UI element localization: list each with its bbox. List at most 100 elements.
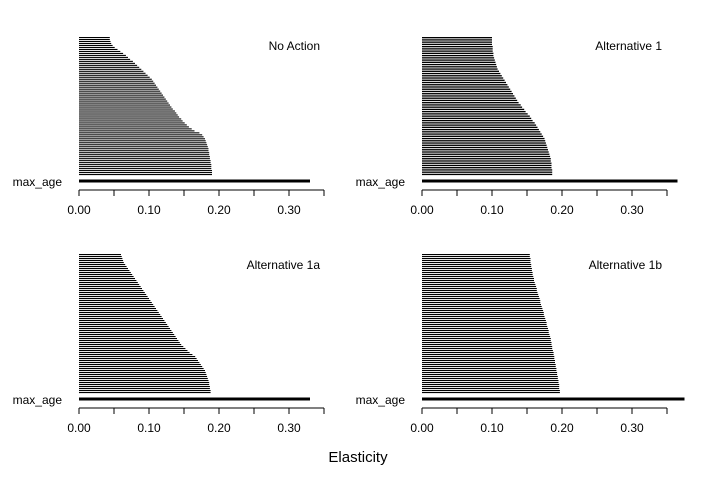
bar — [79, 278, 135, 280]
bar — [422, 296, 539, 298]
bar — [79, 372, 206, 374]
bar — [422, 306, 542, 308]
bar — [79, 174, 212, 176]
bar — [79, 118, 182, 120]
bar — [79, 388, 210, 390]
bar — [79, 328, 170, 330]
bar — [79, 98, 166, 100]
bar — [422, 84, 508, 86]
bar — [422, 264, 532, 266]
bar — [422, 372, 558, 374]
bar — [422, 312, 544, 314]
bar — [79, 274, 133, 276]
bar — [79, 84, 156, 86]
bar — [422, 256, 530, 258]
bar — [79, 342, 180, 344]
bar — [422, 117, 532, 120]
bar — [79, 282, 138, 284]
bar — [422, 113, 528, 115]
bar — [422, 304, 541, 306]
x-tick-label: 0.30 — [620, 421, 644, 435]
bar — [79, 358, 197, 360]
bar — [79, 266, 127, 268]
bar — [422, 99, 518, 102]
bar — [422, 382, 559, 384]
bar — [422, 57, 495, 59]
bar — [79, 58, 131, 60]
bar — [79, 320, 165, 322]
bar — [79, 64, 138, 66]
bar-label: max_age — [13, 175, 63, 189]
bar — [422, 334, 550, 336]
bar — [422, 254, 530, 256]
bar — [79, 380, 209, 382]
bar — [422, 124, 537, 126]
bar — [422, 324, 547, 326]
bar — [422, 52, 494, 55]
bar — [422, 308, 543, 310]
bar-series — [79, 37, 212, 176]
bar — [79, 88, 159, 90]
bar-max-age — [422, 179, 678, 183]
x-tick-label: 0.10 — [480, 421, 504, 435]
bar — [422, 280, 534, 282]
bar — [422, 266, 532, 268]
bar — [79, 302, 152, 304]
bar — [422, 126, 538, 129]
bar — [422, 364, 556, 366]
bar — [79, 56, 128, 58]
bar — [422, 155, 551, 158]
bar — [79, 326, 169, 328]
bar — [422, 350, 553, 352]
bar — [79, 384, 210, 386]
bar — [79, 42, 112, 45]
bar — [79, 300, 151, 302]
bar — [422, 95, 515, 97]
bar — [422, 322, 547, 324]
bar — [422, 59, 495, 61]
x-tick-label: 0.10 — [137, 203, 161, 217]
bar — [79, 50, 121, 52]
bar — [79, 68, 142, 70]
bar — [79, 48, 118, 50]
bar — [422, 384, 560, 386]
bar — [79, 336, 176, 338]
bar — [422, 48, 493, 50]
bar — [79, 166, 212, 168]
bar — [79, 44, 113, 47]
bar — [79, 110, 175, 112]
bar — [422, 133, 542, 135]
bar — [79, 162, 211, 164]
x-tick-label: 0.00 — [410, 203, 434, 217]
bar — [422, 72, 501, 75]
bar — [422, 300, 541, 302]
bar — [422, 164, 552, 167]
bar — [422, 368, 557, 370]
bar — [422, 160, 551, 162]
bar — [422, 43, 492, 46]
bar — [79, 158, 210, 160]
bar — [79, 106, 172, 108]
bar — [79, 268, 128, 270]
bar — [422, 276, 534, 278]
bar — [79, 172, 212, 174]
bar — [79, 370, 205, 372]
x-tick-label: 0.10 — [480, 203, 504, 217]
bar — [79, 112, 177, 114]
bar — [422, 45, 493, 48]
bar — [79, 102, 169, 104]
bar — [79, 318, 163, 320]
bar — [79, 356, 196, 358]
bar — [79, 348, 186, 350]
bar — [79, 360, 198, 362]
bar — [79, 90, 161, 92]
bar — [422, 328, 548, 330]
bar — [79, 76, 150, 78]
bar — [79, 362, 200, 364]
bar — [422, 39, 492, 41]
bar — [79, 92, 162, 94]
bar — [422, 131, 541, 133]
bar — [422, 348, 553, 350]
bar — [422, 54, 494, 57]
